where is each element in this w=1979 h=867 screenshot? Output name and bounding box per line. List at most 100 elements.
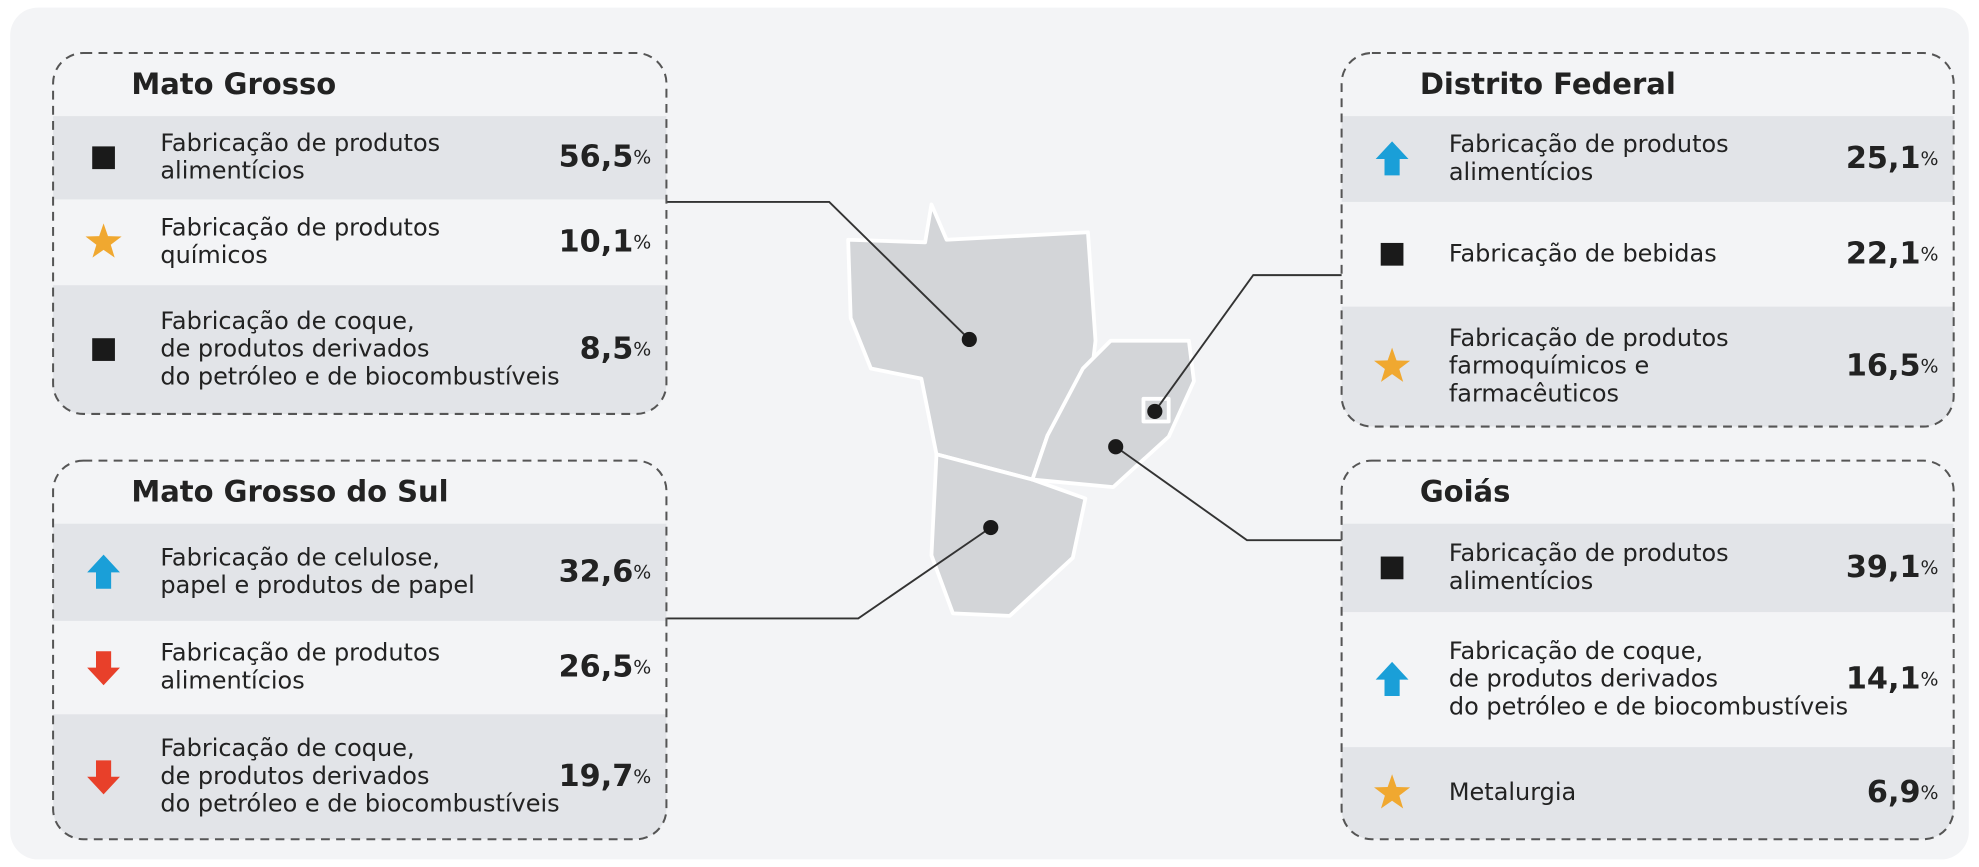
dot [1147,403,1163,419]
row-value: 14,1% [1846,661,1939,696]
row-label: alimentícios [1449,567,1593,595]
row-label: alimentícios [1449,158,1593,186]
row-label: do petróleo e de biocombustíveis [160,790,559,818]
value: 16,5 [1846,348,1921,383]
row-label: Metalurgia [1449,778,1576,806]
panel-border [52,51,668,415]
icon-star [85,223,122,258]
row-label: Fabricação de coque, [160,734,414,762]
row-label: do petróleo e de biocombustíveis [1449,692,1848,720]
icon-square [92,146,115,170]
row-value: 19,7% [559,758,652,793]
value: 14,1 [1846,661,1921,696]
unit: % [633,656,651,678]
row-label: Fabricação de produtos [160,213,440,241]
value: 19,7 [559,758,634,793]
row-label: Fabricação de produtos [1449,539,1729,567]
row-value: 8,5% [580,331,652,366]
value: 39,1 [1846,549,1921,584]
row-label: Fabricação de bebidas [1449,239,1717,267]
icon-arrow-up [1375,141,1409,176]
row-label: Fabricação de produtos [1449,324,1729,352]
row-bg [53,714,667,840]
row-value: 32,6% [559,554,652,589]
connector [666,526,992,620]
map-goias [1030,338,1196,490]
panel-title: Distrito Federal [1420,67,1676,101]
unit: % [633,765,651,787]
unit: % [1921,355,1939,377]
value: 8,5 [580,331,634,366]
row-value: 22,1% [1846,236,1939,271]
unit: % [633,338,651,360]
row-value: 10,1% [559,224,652,259]
row-value: 16,5% [1846,348,1939,383]
row-label: Fabricação de produtos [1449,130,1729,158]
row-label: Fabricação de produtos [160,639,440,667]
unit: % [1921,243,1939,265]
dot [961,331,977,348]
connector [1154,274,1342,412]
row-bg [1341,523,1954,613]
unit: % [1921,556,1939,578]
row-label: de produtos derivados [1449,665,1718,693]
panel-border [52,459,668,841]
row-value: 25,1% [1846,141,1939,176]
row-bg [1341,306,1954,427]
row-label: Fabricação de coque, [1449,637,1703,665]
icon-square [1380,242,1404,266]
unit: % [633,561,651,583]
row-label: farmoquímicos e [1449,352,1649,380]
icon-arrow-up [1375,661,1409,696]
value: 56,5 [559,139,634,174]
value: 26,5 [559,649,634,684]
row-label: farmacêuticos [1449,379,1619,407]
row-bg [53,285,667,414]
unit: % [1921,148,1939,170]
value: 10,1 [559,224,634,259]
panel-title: Mato Grosso do Sul [131,474,448,508]
row-label: Fabricação de coque, [160,307,414,335]
value: 25,1 [1846,141,1921,176]
row-bg [53,116,667,200]
row-value: 6,9% [1867,775,1939,810]
row-label: do petróleo e de biocombustíveis [160,362,559,390]
row-label: de produtos derivados [160,762,429,790]
row-label: químicos [160,241,267,269]
icon-square [92,338,115,361]
row-label: papel e produtos de papel [160,571,474,599]
icon-arrow-up [87,554,120,589]
row-value: 39,1% [1846,549,1939,584]
icon-star [1374,774,1411,809]
value: 22,1 [1846,236,1921,271]
icon-square [1380,556,1404,580]
dot [983,519,999,536]
row-value: 56,5% [559,139,652,174]
row-label: Fabricação de celulose, [160,543,440,571]
value: 32,6 [559,554,634,589]
row-label: alimentícios [160,666,304,694]
map-dots [961,331,1163,536]
icon-arrow-down [87,760,120,795]
row-value: 26,5% [559,649,652,684]
connector [1115,445,1342,542]
dot [1108,439,1124,455]
icon-star [1374,347,1411,382]
row-bg [1341,747,1954,840]
row-label: de produtos derivados [160,335,429,363]
panel-border [1340,459,1955,841]
connector [666,200,970,341]
unit: % [633,231,651,253]
row-bg [53,523,667,621]
panel-border [1340,51,1955,428]
unit: % [1921,668,1939,690]
icon-arrow-down [87,651,120,686]
connectors [666,200,1342,620]
row-bg [1341,116,1954,202]
unit: % [1921,782,1939,804]
panel-title: Mato Grosso [131,67,336,101]
panel-title: Goiás [1420,474,1511,508]
value: 6,9 [1867,775,1921,810]
